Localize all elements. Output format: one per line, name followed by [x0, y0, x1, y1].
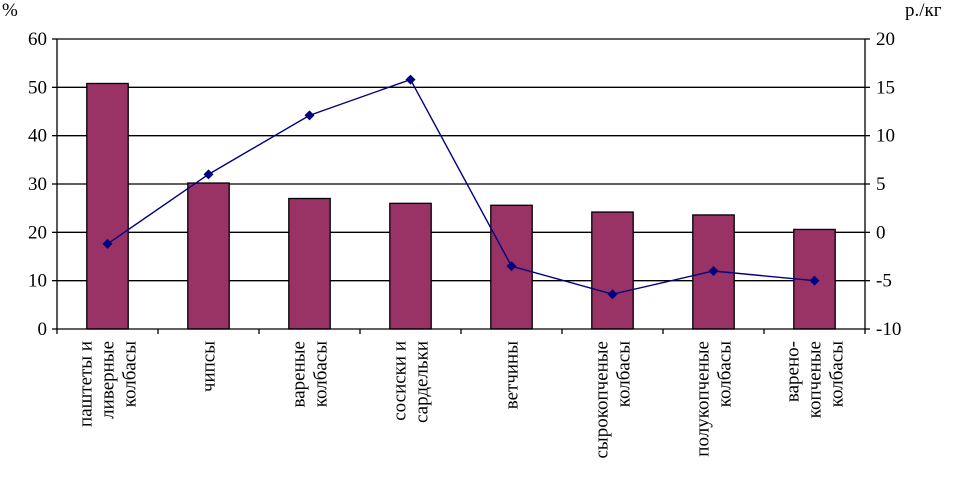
line-path	[107, 78, 815, 295]
category-label: колбасы	[827, 341, 848, 408]
right-tick-label: 0	[876, 222, 886, 243]
left-tick-label: 50	[28, 77, 47, 98]
bar	[591, 211, 634, 330]
gridlines	[57, 38, 865, 282]
left-tick-label: 0	[38, 319, 48, 340]
left-tick-label: 60	[28, 29, 47, 50]
right-axis-unit: р./кг	[905, 0, 942, 21]
tick-labels: 0 10 20 30 40 50 60 -10 -5 0 5 10 15 20	[28, 29, 901, 340]
bar	[389, 202, 432, 330]
category-label: колбасы	[120, 341, 141, 408]
right-tick-label: -5	[876, 271, 892, 292]
bar	[86, 82, 129, 330]
category-label: сырокопченые	[592, 341, 613, 459]
category-label: ливерные	[98, 341, 119, 419]
category-label: варено-	[783, 341, 804, 402]
bar-series	[86, 82, 836, 330]
category-label: вареные	[289, 341, 310, 407]
left-tick-label: 20	[28, 222, 47, 243]
category-label: ветчины	[502, 341, 523, 409]
right-tick-label: 20	[876, 29, 895, 50]
bar	[288, 197, 331, 330]
category-labels: паштеты и ливерные колбасы чипсы вареные колб…	[76, 341, 848, 459]
line-point	[304, 110, 315, 121]
category-label: колбасы	[311, 341, 332, 408]
line-point	[809, 275, 820, 286]
right-tick-label: 5	[876, 174, 886, 195]
line-point	[506, 261, 517, 272]
line-series	[102, 74, 820, 300]
category-label: сосиски и	[390, 341, 411, 421]
left-axis-unit: %	[2, 0, 18, 21]
line-point	[607, 289, 618, 300]
left-tick-label: 10	[28, 271, 47, 292]
category-label: сардельки	[412, 341, 433, 423]
line-point	[102, 238, 113, 249]
category-label: чипсы	[199, 341, 220, 392]
line-point	[203, 169, 214, 180]
line-point	[708, 266, 719, 276]
axes	[52, 38, 870, 334]
category-label: колбасы	[614, 341, 635, 408]
right-tick-label: -10	[876, 319, 901, 340]
bar	[187, 182, 230, 330]
category-label: колбасы	[715, 341, 736, 408]
category-label: паштеты и	[76, 341, 97, 427]
line-point	[405, 74, 416, 85]
left-tick-label: 30	[28, 174, 47, 195]
right-tick-label: 10	[876, 126, 895, 147]
right-tick-label: 15	[876, 77, 895, 98]
category-label: полукопченые	[693, 341, 714, 457]
category-label: копченые	[805, 341, 826, 418]
left-tick-label: 40	[28, 126, 47, 147]
